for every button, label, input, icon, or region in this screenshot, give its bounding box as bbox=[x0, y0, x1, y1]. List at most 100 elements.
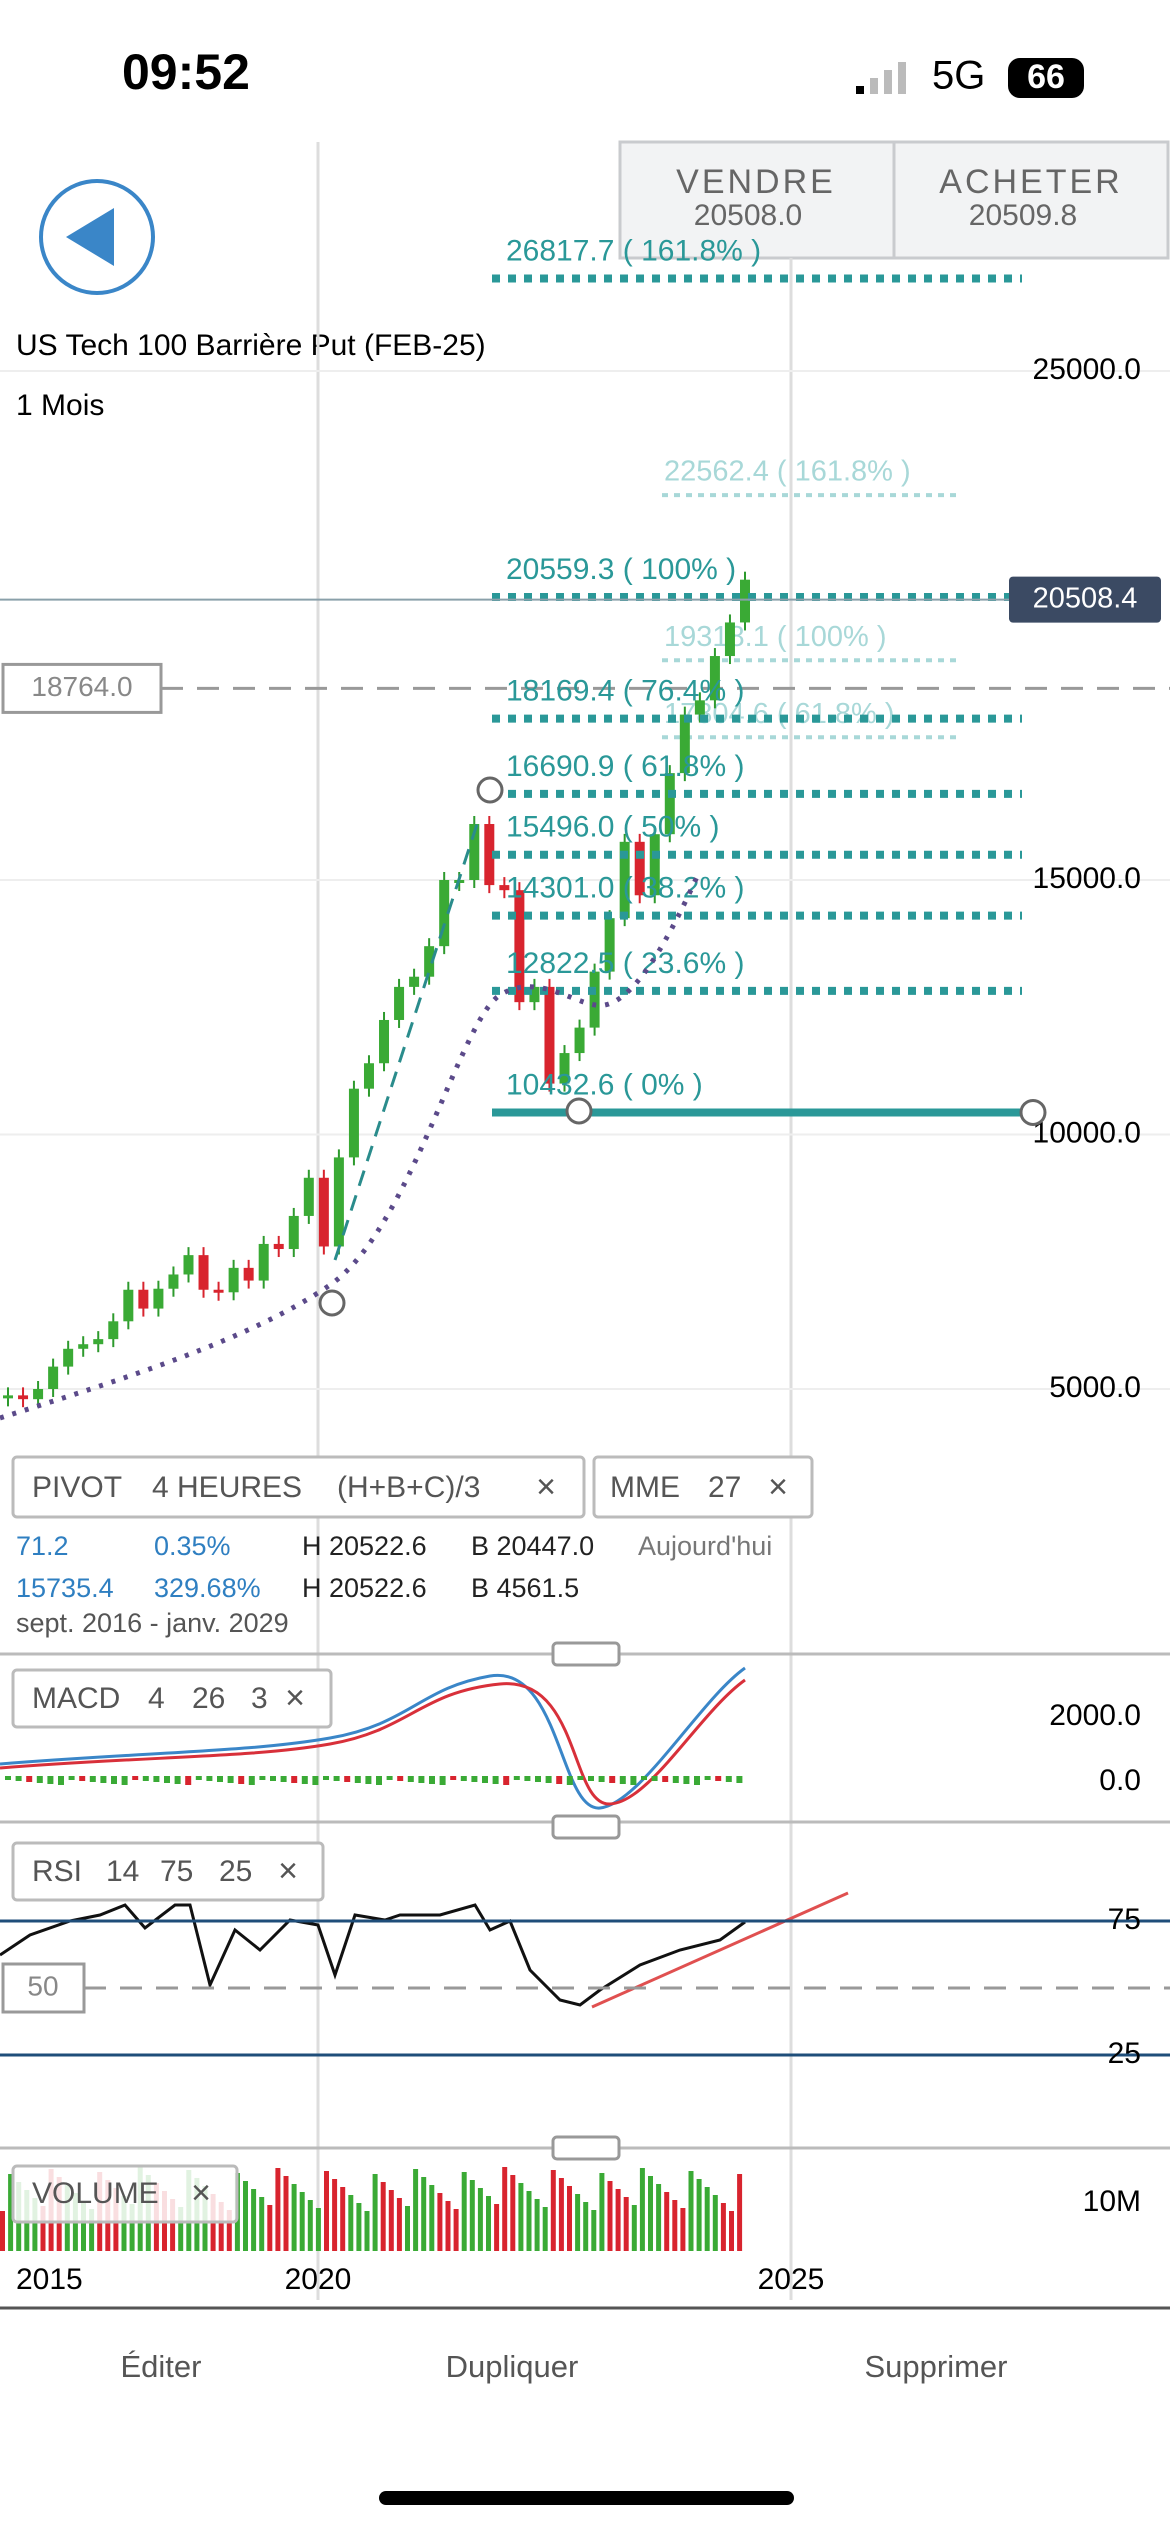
home-indicator bbox=[379, 2491, 794, 2505]
candle bbox=[634, 841, 645, 896]
ema-period: 27 bbox=[708, 1471, 741, 1504]
stat: 71.2 bbox=[16, 1531, 69, 1561]
histogram-bar bbox=[36, 1776, 43, 1783]
histogram-bar bbox=[100, 1776, 107, 1783]
edit-button[interactable]: Éditer bbox=[121, 2349, 202, 2384]
volume-bar bbox=[364, 2211, 370, 2251]
rsi-tick: 25 bbox=[1108, 2037, 1141, 2070]
histogram-bar bbox=[672, 1776, 679, 1783]
volume-bar bbox=[542, 2207, 548, 2251]
volume-bar bbox=[170, 2199, 176, 2251]
histogram-bar bbox=[206, 1776, 213, 1781]
volume-bar bbox=[307, 2200, 313, 2251]
histogram-bar bbox=[270, 1776, 276, 1781]
fib-handle bbox=[1019, 1098, 1047, 1126]
buy-price: 20509.8 bbox=[969, 199, 1077, 232]
y-tick-label: 25000.0 bbox=[1033, 353, 1141, 386]
histogram-bar bbox=[344, 1776, 351, 1782]
volume-bar bbox=[510, 2175, 516, 2251]
candle bbox=[574, 1027, 585, 1054]
volume-bar bbox=[639, 2168, 645, 2251]
volume-bar bbox=[607, 2181, 613, 2251]
resize-handle[interactable] bbox=[551, 1641, 621, 1667]
fib-label-secondary: 19318.1 ( 100% ) bbox=[664, 621, 886, 653]
candle bbox=[303, 1177, 314, 1216]
resize-handle[interactable] bbox=[551, 1814, 621, 1840]
midline-box bbox=[1, 1962, 86, 2014]
volume-bar bbox=[494, 2204, 500, 2251]
candle bbox=[589, 971, 600, 1028]
histogram-bar bbox=[524, 1776, 531, 1781]
trend-line bbox=[333, 814, 482, 1261]
close-icon[interactable]: × bbox=[285, 1679, 305, 1717]
histogram-bar bbox=[503, 1776, 510, 1785]
candle bbox=[709, 656, 720, 701]
candle bbox=[153, 1288, 164, 1309]
histogram-bar bbox=[386, 1776, 393, 1780]
volume-bar bbox=[550, 2170, 556, 2251]
delete-button[interactable]: Supprimer bbox=[865, 2349, 1008, 2384]
ema-chip[interactable] bbox=[592, 1455, 814, 1519]
pivot-chip[interactable] bbox=[11, 1455, 586, 1519]
candle bbox=[424, 946, 435, 977]
close-icon[interactable]: × bbox=[536, 1468, 556, 1506]
candle bbox=[544, 986, 555, 1084]
price-tag bbox=[1009, 576, 1161, 623]
histogram-bar bbox=[418, 1776, 425, 1783]
rsi-param: 25 bbox=[219, 1855, 252, 1888]
volume-bar bbox=[178, 2207, 184, 2251]
rsi-tick: 75 bbox=[1108, 1903, 1141, 1936]
candle bbox=[679, 714, 690, 774]
duplicate-button[interactable]: Dupliquer bbox=[446, 2349, 579, 2384]
candle bbox=[18, 1395, 29, 1400]
signal bbox=[856, 62, 906, 94]
volume-bar bbox=[688, 2171, 694, 2251]
fib-label: 18169.4 ( 76.4% ) bbox=[506, 675, 745, 708]
histogram-bar bbox=[641, 1776, 647, 1780]
volume-bar bbox=[129, 2204, 135, 2251]
volume-bar bbox=[720, 2203, 726, 2251]
histogram-bar bbox=[683, 1776, 690, 1784]
candle bbox=[363, 1063, 374, 1089]
histogram-bar bbox=[132, 1776, 139, 1780]
sell-price: 20508.0 bbox=[694, 199, 802, 232]
stat: 0.35% bbox=[154, 1531, 231, 1561]
buy-label: ACHETER bbox=[939, 163, 1122, 201]
volume-bar bbox=[226, 2210, 232, 2251]
histogram-bar bbox=[630, 1776, 637, 1785]
histogram-bar bbox=[736, 1776, 743, 1783]
histogram-bar bbox=[142, 1776, 149, 1781]
battery-level: 66 bbox=[1027, 58, 1065, 96]
volume-chip[interactable] bbox=[11, 2164, 239, 2224]
back-icon bbox=[66, 208, 114, 266]
histogram-bar bbox=[333, 1776, 340, 1781]
volume-bar bbox=[421, 2177, 427, 2251]
candle bbox=[529, 986, 540, 1003]
y-tick-label: 10000.0 bbox=[1033, 1116, 1141, 1149]
histogram-bar bbox=[5, 1776, 11, 1780]
close-icon[interactable]: × bbox=[278, 1852, 298, 1890]
histogram-bar bbox=[238, 1776, 245, 1784]
candle bbox=[348, 1088, 359, 1158]
candle bbox=[138, 1289, 149, 1309]
rsi-panel: 75 25 50 bbox=[0, 1903, 1170, 2070]
candle bbox=[78, 1344, 89, 1349]
histogram-bar bbox=[259, 1776, 266, 1780]
volume-bar bbox=[429, 2185, 435, 2251]
fib-label-secondary: 22562.4 ( 161.8% ) bbox=[664, 456, 911, 488]
rsi-chip[interactable] bbox=[11, 1841, 325, 1902]
candle bbox=[168, 1274, 179, 1289]
histogram-bar bbox=[651, 1776, 658, 1781]
volume-bar bbox=[380, 2182, 386, 2251]
resize-handle[interactable] bbox=[551, 2135, 621, 2161]
fib-label: 12822.5 ( 23.6% ) bbox=[506, 947, 745, 980]
network: 5G bbox=[932, 54, 985, 98]
macd-param: 3 bbox=[251, 1682, 268, 1715]
y-tick-label: 5000.0 bbox=[1049, 1371, 1141, 1404]
close-icon[interactable]: × bbox=[768, 1468, 788, 1506]
volume-bar bbox=[89, 2209, 95, 2251]
volume-bar bbox=[737, 2174, 743, 2251]
macd-chip[interactable] bbox=[11, 1668, 333, 1729]
pivot-label: PIVOT bbox=[32, 1471, 122, 1504]
close-icon[interactable]: × bbox=[191, 2174, 211, 2212]
